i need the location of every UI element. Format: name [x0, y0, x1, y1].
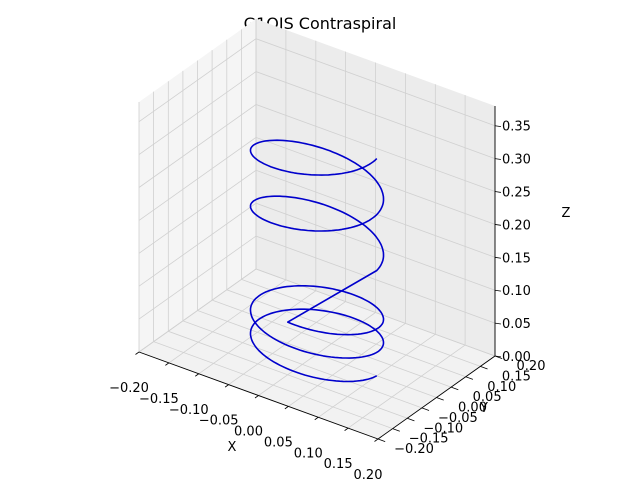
- spiral-line: [249, 139, 385, 383]
- y-tick-label: −0.15: [409, 432, 449, 447]
- y-tick-mark: [480, 365, 488, 370]
- z-tick-label: 0.05: [502, 317, 531, 332]
- x-tick-mark: [284, 406, 289, 410]
- y-tick-label: −0.10: [423, 421, 463, 436]
- z-tick-label: 0.00: [502, 350, 531, 365]
- axes-panes: [139, 19, 495, 439]
- z-tick-label: 0.35: [502, 120, 531, 135]
- z-gridline: [138, 202, 496, 291]
- z-tick-mark: [494, 125, 502, 128]
- y-tick-mark: [407, 417, 415, 422]
- y-tick-label: 0.05: [473, 390, 502, 405]
- y-tick-mark: [377, 438, 386, 442]
- axes-grid: [138, 19, 496, 440]
- x-tick-label: 0.05: [264, 435, 293, 450]
- x-tick-label: 0.00: [234, 425, 263, 440]
- z-axis-label: Z: [562, 206, 571, 221]
- z-gridline: [138, 38, 496, 127]
- x-tick-mark: [165, 362, 170, 366]
- y-tick-label: 0.10: [487, 380, 516, 395]
- x-tick-mark: [374, 438, 379, 442]
- y-tick-mark: [465, 376, 474, 380]
- z-gridline: [138, 268, 496, 357]
- x-tick-label: −0.05: [199, 414, 239, 429]
- z-tick-label: 0.30: [502, 153, 531, 168]
- z-gridline: [138, 235, 496, 324]
- y-tick-mark: [392, 428, 400, 432]
- y-axis-label: Y: [479, 401, 488, 416]
- y-tick-mark: [436, 397, 444, 401]
- z-tick-mark: [494, 191, 502, 193]
- z-tick-label: 0.25: [502, 186, 531, 201]
- x-tick-label: −0.10: [169, 403, 209, 418]
- y-tick-label: 0.15: [502, 369, 531, 384]
- z-gridline: [138, 104, 496, 192]
- x-tick-label: −0.20: [109, 381, 149, 396]
- y-tick-mark: [421, 407, 430, 411]
- y-tick-label: 0.20: [517, 359, 546, 374]
- x-tick-label: 0.15: [324, 457, 353, 472]
- x-tick-mark: [195, 373, 199, 377]
- tick-labels: −0.20−0.15−0.10−0.050.000.050.100.150.20…: [109, 120, 545, 480]
- spiral-curve: [249, 139, 385, 383]
- z-tick-mark: [494, 224, 502, 226]
- x-tick-label: 0.20: [354, 468, 383, 480]
- x-tick-mark: [344, 427, 349, 431]
- y-tick-mark: [450, 386, 459, 391]
- x-tick-mark: [314, 416, 319, 421]
- z-tick-mark: [494, 256, 502, 259]
- z-tick-mark: [494, 158, 502, 160]
- z-tick-label: 0.10: [502, 284, 531, 299]
- x-tick-label: 0.10: [294, 446, 323, 461]
- z-gridline: [138, 136, 496, 225]
- z-tick-mark: [494, 322, 502, 325]
- z-gridline: [138, 169, 496, 258]
- z-tick-mark: [494, 289, 502, 292]
- z-tick-label: 0.20: [502, 218, 531, 233]
- y-tick-label: −0.05: [438, 411, 478, 426]
- y-tick-label: −0.20: [394, 442, 434, 457]
- x-tick-mark: [254, 395, 259, 399]
- x-tick-mark: [135, 351, 140, 355]
- chart-title: G1OJS Contraspiral: [244, 14, 397, 33]
- x-tick-mark: [224, 384, 229, 388]
- x-axis-label: X: [228, 440, 237, 455]
- x-tick-label: −0.15: [139, 392, 179, 407]
- z-tick-mark: [494, 355, 502, 358]
- z-tick-label: 0.15: [502, 251, 531, 266]
- z-gridline: [138, 71, 496, 159]
- y-tick-label: 0.00: [458, 401, 487, 416]
